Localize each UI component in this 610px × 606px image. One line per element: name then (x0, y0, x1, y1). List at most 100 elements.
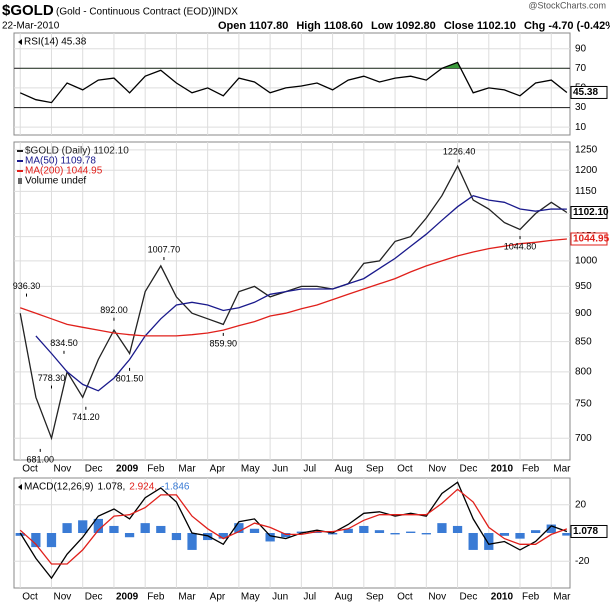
end-label: 45.38 (573, 87, 598, 98)
annotation-label: 936.30 (13, 281, 41, 291)
histogram-bar (296, 531, 307, 533)
x-tick-label: Dec (85, 592, 103, 603)
x-tick-label: Mar (553, 464, 571, 475)
x-tick-label: Jul (303, 464, 316, 475)
legend-swatch (17, 160, 23, 162)
x-tick-label: Oct (397, 592, 413, 603)
annotation-label: 1226.40 (443, 147, 476, 157)
x-tick-label: Mar (178, 592, 196, 603)
x-tick-label: Jun (272, 464, 288, 475)
series-line (19, 61, 568, 104)
annotation-label: 681.00 (26, 454, 54, 464)
y-tick-label: -20 (575, 556, 590, 567)
y-tick-label: 70 (575, 63, 587, 74)
x-tick-label: 2009 (116, 464, 139, 475)
annotation-label: 859.90 (210, 338, 238, 348)
x-tick-label: Feb (147, 464, 165, 475)
x-tick-label: 2009 (116, 592, 139, 603)
legend-note: Volume undef (25, 176, 86, 187)
end-label-box (570, 232, 608, 246)
series-line (19, 481, 568, 580)
legend-entry: MA(200) 1044.95 (25, 166, 103, 177)
x-tick-label: Feb (522, 464, 540, 475)
y-tick-label: 850 (575, 336, 592, 347)
x-tick-label: May (241, 464, 260, 475)
y-tick-label: 10 (575, 122, 587, 133)
y-tick-label: 1150 (575, 186, 597, 197)
histogram-bar (218, 533, 228, 539)
panel-title: MACD(12,26,9) (24, 482, 93, 493)
exchange: INDX (214, 7, 238, 18)
histogram-bar (531, 530, 541, 533)
histogram-bar (124, 533, 135, 538)
histogram-bar (203, 533, 213, 541)
legend-entry: 2.924, (129, 482, 157, 493)
x-tick-label: May (241, 592, 260, 603)
y-tick-label: 750 (575, 399, 592, 410)
quote-item: Open 1107.80 (218, 20, 288, 32)
histogram-bar (327, 533, 338, 535)
histogram-bar (265, 533, 275, 542)
y-tick-label: 30 (575, 102, 587, 113)
legend-entry: -1.846 (161, 482, 190, 493)
annotation-label: 1044.80 (504, 241, 537, 251)
end-label-box (570, 85, 608, 99)
x-tick-label: Feb (147, 592, 165, 603)
histogram-bar (187, 533, 197, 550)
histogram-bar (15, 533, 25, 536)
histogram-bar (468, 533, 478, 550)
histogram-bar (249, 528, 260, 533)
panel-title: RSI(14) 45.38 (24, 37, 87, 48)
x-tick-label: 2010 (491, 592, 514, 603)
panel (13, 141, 571, 461)
series-line (19, 238, 567, 337)
y-tick-label: 800 (575, 366, 592, 377)
y-tick-label: 1250 (575, 145, 598, 156)
histogram-bar (515, 533, 525, 539)
end-label: 1044.95 (573, 234, 610, 245)
legend-swatch (18, 178, 22, 184)
annotation-label: 1007.70 (148, 244, 181, 254)
description: (Gold - Continuous Contract (EOD)) (56, 7, 215, 18)
series-line (19, 164, 568, 441)
histogram-bar (374, 530, 385, 533)
histogram-bar (406, 531, 416, 533)
histogram-bar (140, 523, 150, 533)
histogram-bar (546, 524, 556, 533)
histogram-bar (312, 531, 322, 533)
x-tick-label: Aug (335, 464, 353, 475)
end-label: 1.078 (573, 526, 598, 537)
x-tick-label: Feb (522, 592, 540, 603)
annotation-label: 892.00 (100, 305, 128, 315)
histogram-bar (156, 525, 166, 533)
annotation-label: 801.50 (116, 373, 144, 383)
y-tick-label: 900 (575, 308, 592, 319)
histogram-bar (109, 525, 119, 533)
histogram-bar (62, 523, 72, 533)
x-tick-label: Nov (53, 592, 71, 603)
x-tick-label: Jul (303, 592, 316, 603)
y-tick-label: 1200 (575, 165, 598, 176)
histogram-bar (499, 533, 510, 536)
x-tick-label: Mar (178, 464, 196, 475)
histogram-bar (452, 525, 463, 533)
legend-marker (18, 39, 22, 45)
histogram-bar (390, 533, 400, 535)
histogram-bar (78, 520, 88, 533)
histogram-bar (234, 523, 244, 533)
histogram-bar (437, 523, 447, 533)
histogram-bar (359, 525, 369, 533)
x-tick-label: Apr (210, 464, 226, 475)
y-tick-label: 20 (575, 499, 587, 510)
quote-item: Chg -4.70 (-0.42%) (524, 20, 610, 32)
end-label-box (570, 206, 608, 220)
x-tick-label: Nov (428, 592, 446, 603)
x-tick-label: 2010 (491, 464, 514, 475)
legend-swatch (17, 170, 23, 172)
histogram-bar (343, 528, 353, 533)
quote-item: High 1108.60 (296, 20, 363, 32)
histogram-bar (562, 533, 572, 536)
end-label: 1102.10 (573, 207, 609, 218)
date: 22-Mar-2010 (2, 21, 60, 32)
